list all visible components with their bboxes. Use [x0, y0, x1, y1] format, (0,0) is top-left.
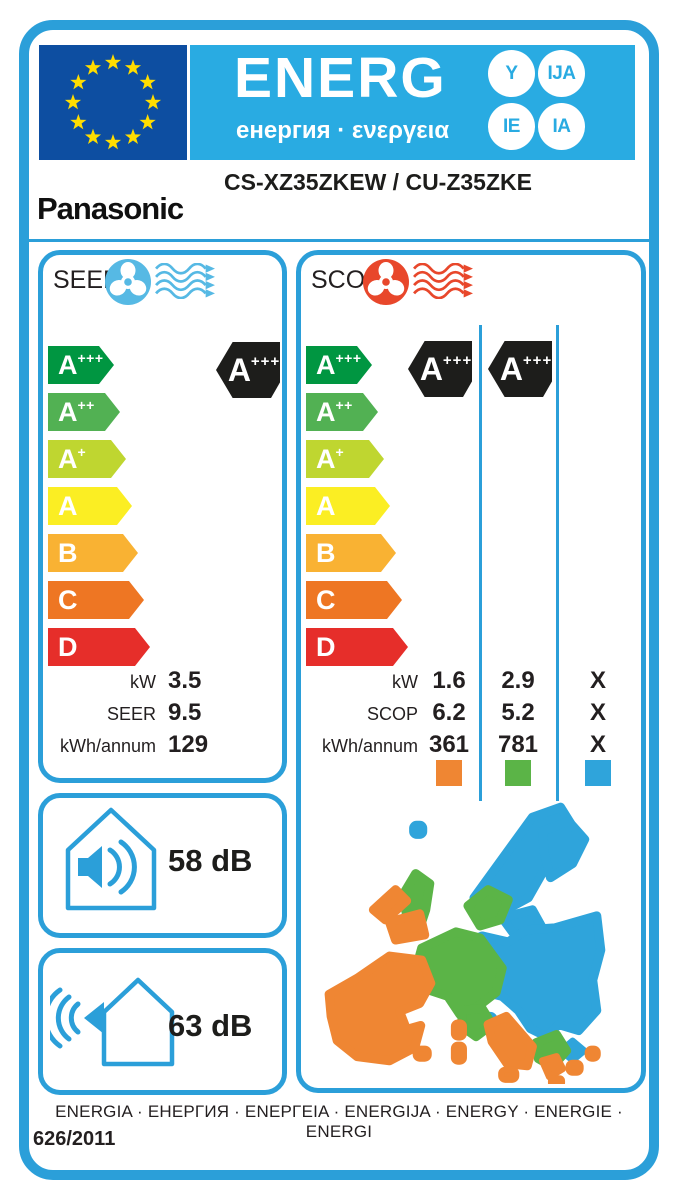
indoor-noise-value: 58 dB: [168, 843, 253, 878]
rating-arrow: A +++: [48, 346, 114, 384]
energ-circle-ia: IA: [538, 103, 585, 150]
eu-stars-icon: [64, 54, 162, 150]
energ-circle-ie: IE: [488, 103, 535, 150]
map-region-warmer: [324, 885, 601, 1084]
rating-arrow: A: [306, 487, 390, 525]
scop-kwh-row: kWh/annum 361 781 X: [321, 731, 606, 758]
rating-arrow: A: [48, 487, 132, 525]
rating-arrow: A +++: [306, 346, 372, 384]
regulation-number: 626/2011: [33, 1128, 116, 1150]
rating-arrow: D: [48, 628, 150, 666]
airflow-icon-cooling: [155, 263, 215, 299]
energ-subtitle: енергия · ενεργεια: [236, 117, 450, 144]
energ-circle-y: Y: [488, 50, 535, 97]
label-outer-border: [19, 20, 659, 1180]
brand-logo: Panasonic: [37, 191, 184, 226]
climate-zone-square-average: [505, 760, 531, 786]
rating-arrow: A ++: [306, 393, 378, 431]
climate-zone-square-colder: [585, 760, 611, 786]
rating-arrow: C: [48, 581, 144, 619]
scop-column-divider-2: [556, 325, 559, 801]
rating-arrow: C: [306, 581, 402, 619]
seer-kw-row: kW 3.5: [130, 667, 202, 694]
airflow-icon-heating: [413, 263, 473, 299]
fan-icon-heating: [363, 259, 409, 305]
energ-wordmark: ENERG: [234, 46, 447, 110]
energ-circle-ija: IJA: [538, 50, 585, 97]
model-number: CS-XZ35ZKEW / CU-Z35ZKE: [224, 169, 532, 195]
rating-arrow: A +: [48, 440, 126, 478]
noise-indoor-panel: [38, 793, 287, 938]
rating-arrow: B: [306, 534, 396, 572]
speaker-icon: [78, 846, 102, 888]
europe-climate-map: [324, 802, 606, 1084]
noise-outdoor-panel: [38, 948, 287, 1095]
speaker-icon: [84, 1002, 104, 1034]
scop-scop-row: SCOP 6.2 5.2 X: [366, 699, 606, 726]
outdoor-noise-value: 63 dB: [168, 1008, 253, 1043]
header-divider: [29, 239, 649, 242]
seer-seer-row: SEER 9.5: [106, 699, 202, 726]
climate-zone-square-warmer: [436, 760, 462, 786]
eu-flag: [39, 45, 187, 160]
rating-arrow: B: [48, 534, 138, 572]
seer-kwh-row: kWh/annum 129: [59, 731, 209, 758]
rating-arrow: A +: [306, 440, 384, 478]
energy-languages-line: ENERGIA · ЕНЕРГИЯ · ΕΝΕΡΓΕΙΑ · ENERGIJA …: [55, 1102, 623, 1141]
scop-column-divider-1: [479, 325, 482, 801]
rating-arrow: D: [306, 628, 408, 666]
speaker-house-outdoor-icon: [50, 977, 175, 1067]
speaker-house-indoor-icon: [65, 807, 157, 911]
scop-kw-row: kW 1.6 2.9 X: [392, 667, 606, 694]
rating-arrow: A ++: [48, 393, 120, 431]
fan-icon-cooling: [105, 259, 151, 305]
